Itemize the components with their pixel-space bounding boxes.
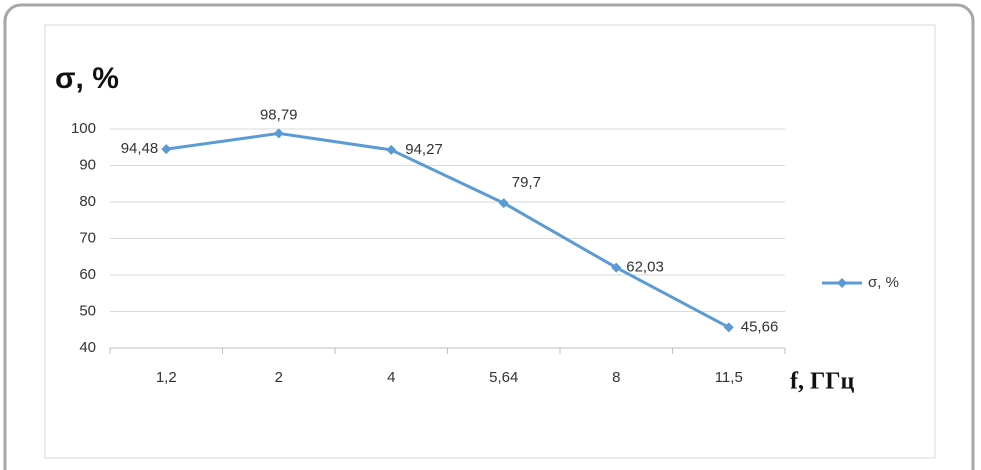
x-tick-label: 2 bbox=[275, 369, 283, 386]
chart-area bbox=[44, 24, 936, 459]
legend-marker bbox=[837, 278, 847, 288]
y-axis-title: σ, % bbox=[55, 62, 119, 95]
y-tick-label: 40 bbox=[79, 339, 96, 356]
y-tick-label: 100 bbox=[71, 120, 96, 137]
y-tick-label: 70 bbox=[79, 229, 96, 246]
x-tick-label: 4 bbox=[387, 369, 395, 386]
marker bbox=[386, 144, 397, 155]
x-tick-label: 1,2 bbox=[156, 369, 177, 386]
line bbox=[166, 131, 730, 329]
y-tick-label: 50 bbox=[79, 302, 96, 319]
marker bbox=[723, 322, 734, 333]
marker bbox=[161, 144, 172, 155]
x-tick-label: 5,64 bbox=[489, 369, 518, 386]
marker bbox=[273, 128, 284, 139]
x-tick-label: 11,5 bbox=[715, 369, 743, 386]
data-label: 79,7 bbox=[512, 174, 541, 191]
y-tick-label: 60 bbox=[79, 266, 96, 283]
data-label: 94,48 bbox=[121, 140, 159, 157]
x-tick-label: 8 bbox=[612, 369, 620, 386]
data-label: 98,79 bbox=[260, 106, 298, 123]
marker bbox=[498, 198, 509, 209]
y-tick-label: 90 bbox=[79, 156, 96, 173]
marker bbox=[611, 262, 622, 273]
legend-label: σ, % bbox=[868, 274, 899, 291]
data-label: 94,27 bbox=[405, 141, 443, 158]
x-axis-title: f, ГГц bbox=[790, 369, 855, 395]
data-label: 45,66 bbox=[741, 318, 779, 335]
data-label: 62,03 bbox=[626, 259, 664, 276]
y-tick-label: 80 bbox=[79, 193, 96, 210]
